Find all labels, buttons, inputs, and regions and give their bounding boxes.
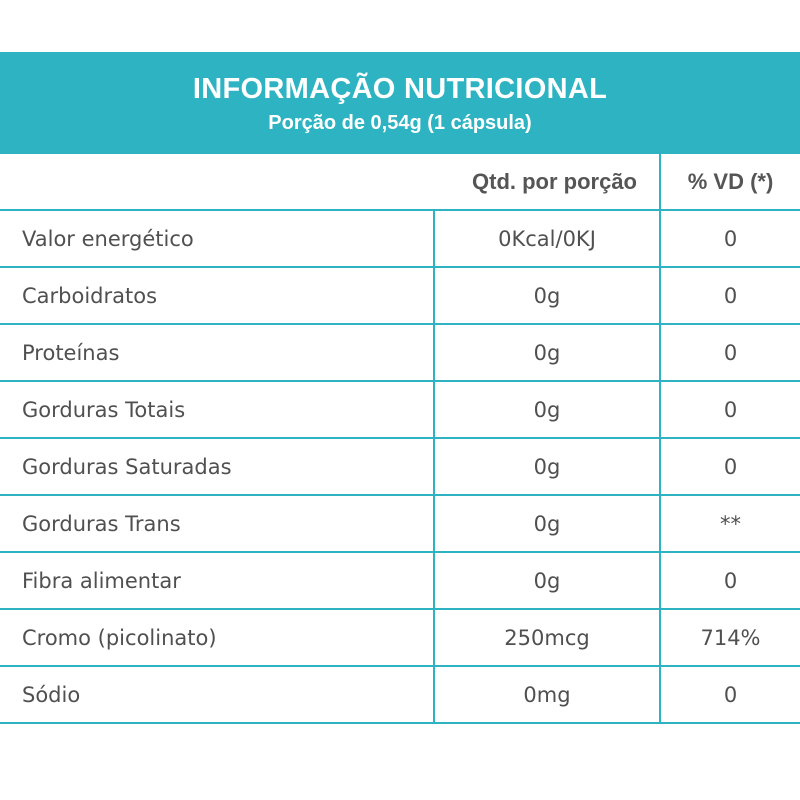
table-row: Gorduras Totais 0g 0 <box>0 380 800 439</box>
nutrient-quantity: 250mcg <box>433 608 661 667</box>
table-row: Gorduras Saturadas 0g 0 <box>0 437 800 496</box>
nutrient-quantity: 0Kcal/0KJ <box>433 209 661 268</box>
table-row: Proteínas 0g 0 <box>0 323 800 382</box>
nutrient-daily-value: 0 <box>659 209 800 268</box>
nutrient-quantity: 0mg <box>433 665 661 724</box>
nutrient-name: Gorduras Totais <box>0 380 435 439</box>
nutrition-table: Qtd. por porção % VD (*) Valor energétic… <box>0 154 800 724</box>
nutrient-name: Gorduras Trans <box>0 494 435 553</box>
nutrient-name: Gorduras Saturadas <box>0 437 435 496</box>
table-row: Gorduras Trans 0g ** <box>0 494 800 553</box>
table-header-row: Qtd. por porção % VD (*) <box>0 154 800 211</box>
nutrient-daily-value: 0 <box>659 551 800 610</box>
nutrient-daily-value: 0 <box>659 323 800 382</box>
nutrient-daily-value: 0 <box>659 266 800 325</box>
nutrition-header: INFORMAÇÃO NUTRICIONAL Porção de 0,54g (… <box>0 52 800 154</box>
nutrient-quantity: 0g <box>433 551 661 610</box>
nutrient-name: Cromo (picolinato) <box>0 608 435 667</box>
nutrient-name: Valor energético <box>0 209 435 268</box>
nutrient-name: Carboidratos <box>0 266 435 325</box>
nutrient-name: Fibra alimentar <box>0 551 435 610</box>
nutrient-daily-value: 0 <box>659 437 800 496</box>
table-row: Cromo (picolinato) 250mcg 714% <box>0 608 800 667</box>
nutrient-quantity: 0g <box>433 323 661 382</box>
nutrient-quantity: 0g <box>433 494 661 553</box>
nutrient-quantity: 0g <box>433 437 661 496</box>
nutrient-daily-value: 714% <box>659 608 800 667</box>
table-row: Valor energético 0Kcal/0KJ 0 <box>0 209 800 268</box>
nutrient-daily-value: 0 <box>659 380 800 439</box>
table-row: Carboidratos 0g 0 <box>0 266 800 325</box>
nutrition-facts-panel: INFORMAÇÃO NUTRICIONAL Porção de 0,54g (… <box>0 52 800 724</box>
nutrient-quantity: 0g <box>433 266 661 325</box>
serving-size: Porção de 0,54g (1 cápsula) <box>268 112 532 134</box>
nutrient-quantity: 0g <box>433 380 661 439</box>
column-header-quantity: Qtd. por porção <box>434 154 661 211</box>
column-header-daily-value: % VD (*) <box>659 154 800 211</box>
column-header-nutrient <box>0 154 434 211</box>
table-row: Sódio 0mg 0 <box>0 665 800 724</box>
nutrient-name: Sódio <box>0 665 435 724</box>
nutrient-daily-value: 0 <box>659 665 800 724</box>
table-row: Fibra alimentar 0g 0 <box>0 551 800 610</box>
nutrient-name: Proteínas <box>0 323 435 382</box>
nutrition-title: INFORMAÇÃO NUTRICIONAL <box>192 73 608 105</box>
nutrient-daily-value: ** <box>659 494 800 553</box>
